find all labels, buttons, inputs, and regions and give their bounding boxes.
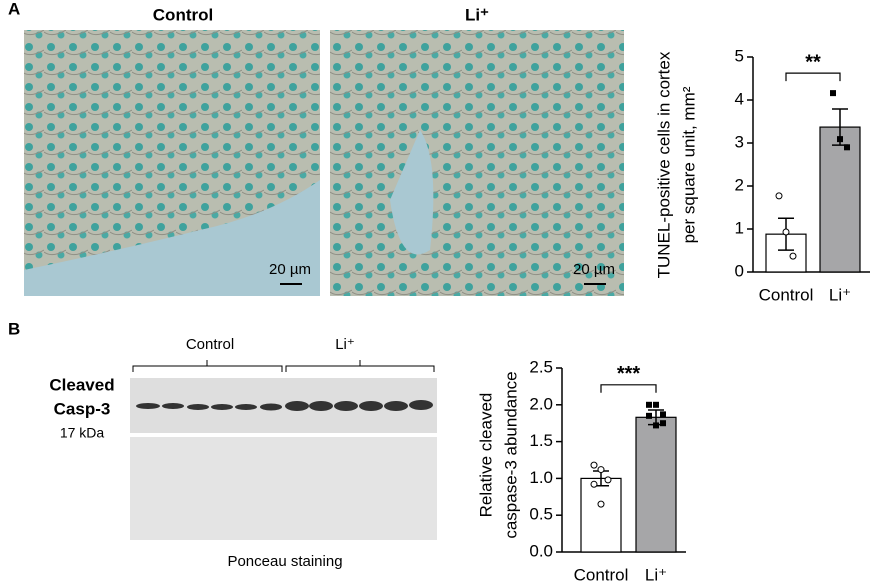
- y-tick-label: 0: [735, 261, 744, 280]
- y-tick-label: 1.5: [529, 431, 553, 450]
- y-tick-label: 2.5: [529, 357, 553, 376]
- y-tick-label: 2: [735, 175, 744, 194]
- y-tick-label: 2.0: [529, 394, 553, 413]
- panel-label: A: [8, 0, 20, 18]
- blot-bracket: [132, 360, 435, 372]
- ponceau-membrane: [130, 437, 437, 540]
- panel-label: B: [8, 319, 20, 338]
- data-point: [604, 476, 612, 484]
- significance-label: **: [805, 51, 821, 73]
- y-tick-label: 1.0: [529, 468, 553, 487]
- data-point: [653, 422, 659, 429]
- blot-group-label: Li⁺: [335, 336, 355, 353]
- data-point: [590, 461, 598, 469]
- data-point: [830, 90, 836, 97]
- significance-bracket: [600, 384, 657, 393]
- significance-label: ***: [617, 363, 641, 385]
- data-point: [597, 500, 605, 508]
- micrograph-lumen: [24, 180, 320, 296]
- y-axis-label: TUNEL-positive cells in cortex: [654, 51, 673, 278]
- blot-bands: [136, 400, 433, 411]
- ponceau-label: Ponceau staining: [227, 553, 342, 570]
- blot-label: Casp-3: [54, 399, 111, 418]
- x-tick-label: Control: [759, 285, 814, 304]
- data-point: [844, 144, 850, 151]
- scale-bar-label: 20 µm: [269, 261, 311, 278]
- y-tick-label: 1: [735, 218, 744, 237]
- data-point: [775, 192, 783, 200]
- bar: [580, 477, 622, 553]
- data-point: [782, 228, 790, 236]
- bar: [635, 416, 677, 553]
- data-point: [660, 411, 666, 418]
- data-point: [660, 420, 666, 427]
- data-point: [597, 466, 605, 474]
- data-point: [646, 401, 652, 408]
- image-title: Li⁺: [465, 5, 489, 24]
- bar: [819, 126, 861, 273]
- y-tick-label: 4: [735, 89, 744, 108]
- y-tick-label: 3: [735, 132, 744, 151]
- y-tick-label: 0.0: [529, 541, 553, 560]
- y-axis-label: per square unit, mm²: [679, 86, 698, 243]
- data-point: [653, 401, 659, 408]
- data-point: [837, 136, 843, 143]
- micrograph: [330, 30, 624, 296]
- x-tick-label: Li⁺: [645, 565, 667, 583]
- significance-bracket: [785, 72, 841, 82]
- blot-group-label: Control: [186, 336, 234, 353]
- y-tick-label: 0.5: [529, 505, 553, 524]
- y-tick-label: 5: [735, 46, 744, 65]
- data-point: [789, 252, 797, 260]
- x-tick-label: Li⁺: [829, 285, 851, 304]
- scale-bar-label: 20 µm: [573, 261, 615, 278]
- blot-label: Cleaved: [49, 375, 114, 394]
- y-axis-label: Relative cleaved: [476, 393, 495, 518]
- micrograph-lumen: [390, 130, 434, 255]
- y-axis-label: caspase-3 abundance: [501, 371, 520, 538]
- data-point: [590, 480, 598, 488]
- data-point: [646, 412, 652, 419]
- blot-label: 17 kDa: [60, 425, 105, 441]
- x-tick-label: Control: [574, 565, 629, 583]
- image-title: Control: [153, 5, 213, 24]
